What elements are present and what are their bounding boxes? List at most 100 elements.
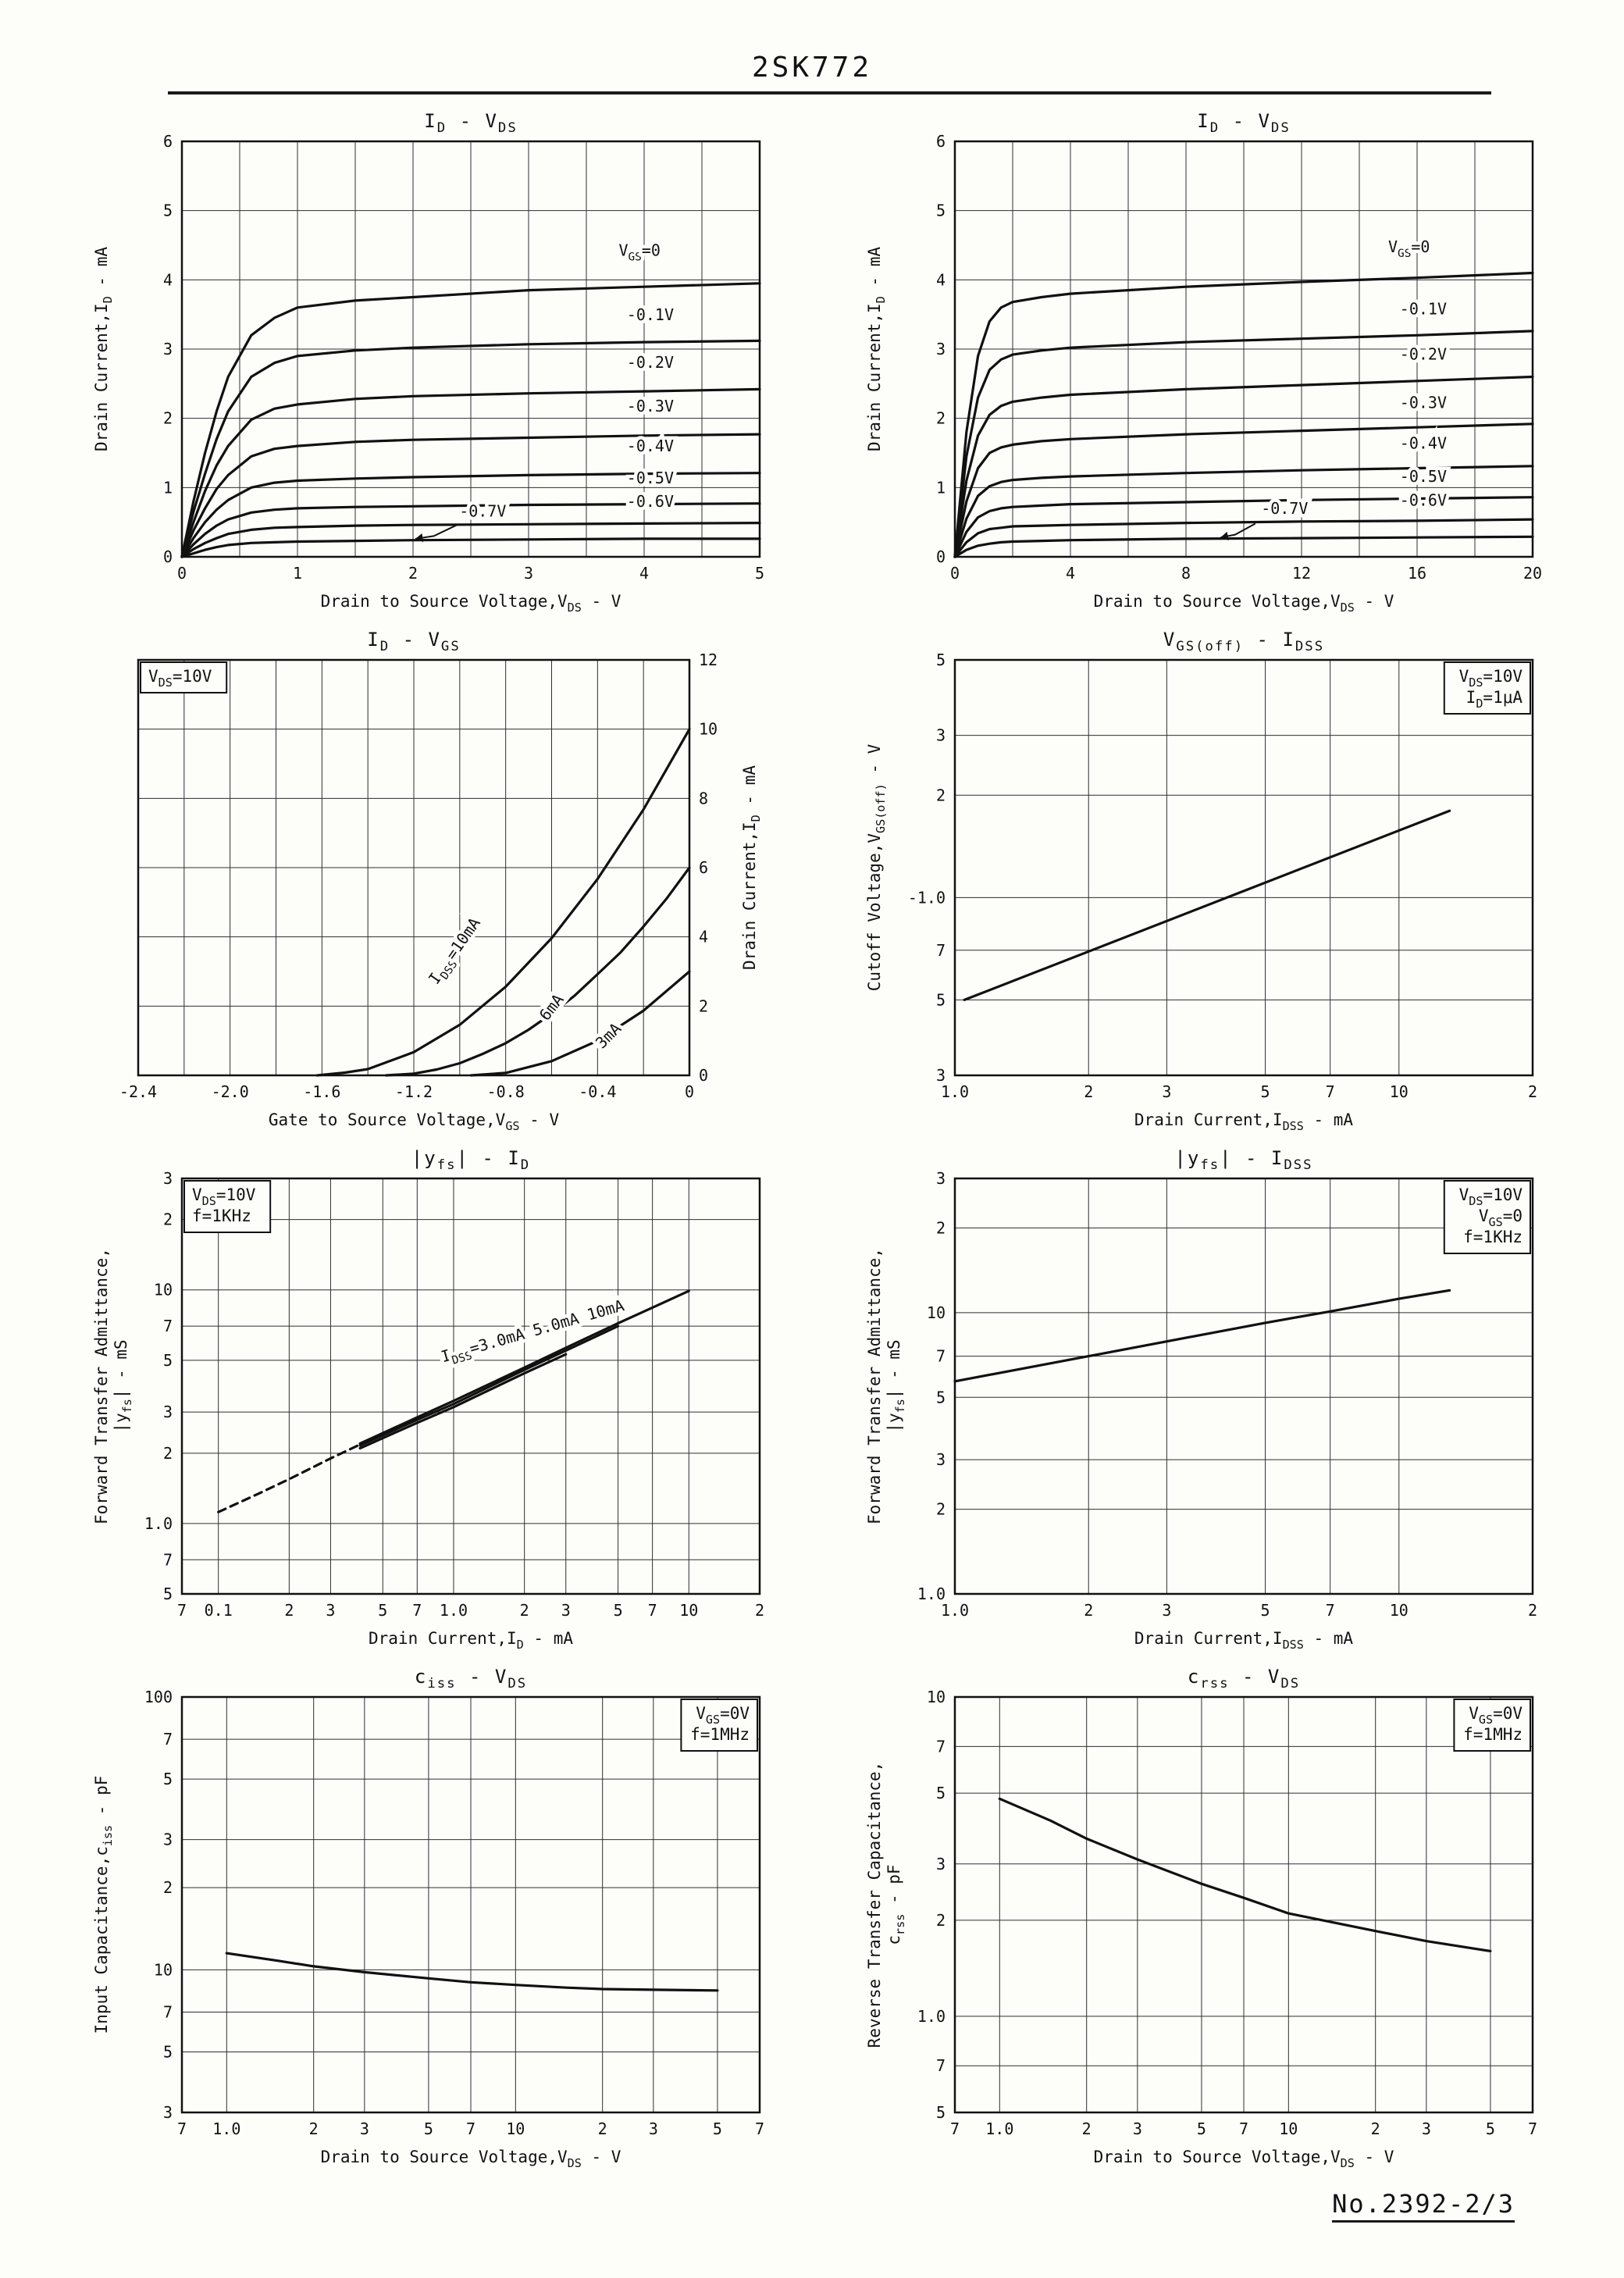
y-tick-label: 5 — [163, 1351, 173, 1370]
annotation-line: VDS=10V — [1459, 667, 1523, 690]
y-tick-label: 7 — [936, 941, 946, 960]
y-tick-label: 7 — [163, 2002, 173, 2021]
curve-IDSS=10mA — [315, 728, 691, 1077]
curve-IDSS=3mA — [469, 970, 691, 1077]
curve-VGS-off- — [963, 809, 1451, 1001]
curve-IDSS=5.0mA — [358, 1324, 620, 1447]
y-tick-label: 7 — [163, 1317, 173, 1335]
charts-grid: 0 1 2 3 4 5 0 1 2 3 4 5 6 ID - VDS Drain to Source Vol… — [0, 94, 1624, 2176]
x-tick-label: 2 — [1082, 2119, 1092, 2138]
y-tick-label: 3 — [163, 1831, 173, 1849]
label-leader-arrowhead — [1220, 531, 1229, 540]
x-tick-label: -1.6 — [303, 1082, 340, 1101]
chart-title: |yfs| - IDSS — [1174, 1147, 1312, 1173]
x-tick-label: 10 — [1390, 1601, 1409, 1620]
annotation-line: f=1MHz — [690, 1725, 750, 1744]
part-number: 2SK772 — [751, 52, 873, 84]
y-tick-label: 2 — [163, 1878, 173, 1897]
y-tick-label: 4 — [163, 270, 173, 289]
x-tick-label: 7 — [648, 1601, 657, 1620]
y-tick-label: 5 — [936, 990, 946, 1009]
y-tick-label: 2 — [936, 1911, 946, 1930]
annotation-line: VDS=10V — [148, 667, 212, 690]
y-tick-label: 2 — [936, 1218, 946, 1237]
x-tick-label: 0 — [177, 564, 187, 583]
x-axis-label: Drain Current,IDSS - mA — [1134, 1110, 1354, 1133]
y-tick-label: 1.0 — [917, 2007, 946, 2026]
x-tick-label: 0 — [950, 564, 960, 583]
annotation-box — [1453, 1699, 1532, 1752]
chart-title: ID - VDS — [1197, 110, 1290, 136]
curve-label: -0.3V — [627, 397, 674, 415]
y-tick-label: 2 — [163, 409, 173, 428]
y-tick-label: 3 — [163, 2103, 173, 2122]
curve-label: -0.6V — [627, 492, 674, 511]
x-tick-label: 1.0 — [941, 1082, 969, 1101]
x-tick-label: 3 — [1133, 2119, 1142, 2138]
plot-frame — [953, 658, 1534, 1077]
annotation-line: f=1MHz — [1463, 1725, 1522, 1744]
y-tick-label: 2 — [163, 1210, 173, 1229]
chart-title: ID - VDS — [424, 110, 517, 136]
y-tick-label: 2 — [163, 1444, 173, 1463]
x-tick-label: 5 — [755, 564, 764, 583]
x-axis-label: Drain to Source Voltage,VDS - V — [321, 2148, 621, 2170]
curve-VGS=-0.1V — [180, 339, 761, 558]
y-tick-label: 3 — [163, 340, 173, 358]
x-tick-label: 2 — [1528, 1601, 1537, 1620]
y-axis-label: Cutoff Voltage,VGS(off) - V — [865, 743, 888, 991]
x-tick-label: -2.0 — [212, 1082, 249, 1101]
y-tick-label: 6 — [163, 132, 173, 151]
header-rule — [168, 91, 1491, 94]
label-leader-arrowhead — [415, 533, 424, 543]
x-tick-label: 4 — [639, 564, 649, 583]
x-tick-label: 1.0 — [212, 2119, 240, 2138]
x-tick-label: 3 — [1422, 2119, 1431, 2138]
annotation-line: VGS=0V — [696, 1704, 750, 1727]
annotation-line: f=1KHz — [192, 1207, 251, 1225]
x-tick-label: 3 — [326, 1601, 335, 1620]
curve-VGS=-0.7V — [180, 537, 761, 558]
annotation-box — [1443, 1180, 1531, 1254]
x-tick-label: 5 — [1261, 1601, 1270, 1620]
y-tick-label: 5 — [936, 2103, 946, 2122]
curve-label: VGS=0 — [618, 241, 660, 263]
chart-title: crss - VDS — [1188, 1666, 1300, 1692]
curve-VGS=-0.2V — [953, 375, 1534, 558]
chart-title: ciss - VDS — [415, 1666, 527, 1692]
x-tick-label: 7 — [950, 2119, 960, 2138]
y-tick-label: 3 — [936, 340, 946, 358]
curve-VGS=-0.4V — [180, 472, 761, 558]
y-tick-label: 5 — [163, 1585, 173, 1603]
chart-vgsoff-idss: 1.0 2 3 5 7 10 2 3 5 7 -1.0 2 3 5 VGS(off) - IDSS Drain… — [865, 629, 1537, 1133]
y-tick-label: 12 — [699, 651, 718, 669]
x-axis-label: Drain Current,IDSS - mA — [1134, 1629, 1354, 1652]
page-footer: No.2392-2/3 — [0, 2176, 1624, 2223]
x-tick-label: -1.2 — [395, 1082, 433, 1101]
x-tick-label: 7 — [1326, 1601, 1335, 1620]
y-tick-label: 100 — [144, 1688, 173, 1706]
annotation-line: VDS=10V — [192, 1185, 256, 1208]
curve-label: IDSS=10mA — [425, 914, 487, 989]
curve-ciss — [225, 1952, 719, 1992]
chart-cell-yfs-id: 7 0.1 2 3 5 7 1.0 2 3 5 7 10 2 5 7 1.0 2 3 5 7 10 2 3 |yfs| - I… — [90, 1143, 792, 1658]
curve-label: -0.3V — [1400, 393, 1447, 412]
x-tick-label: 10 — [1279, 2119, 1298, 2138]
y-tick-label: 1.0 — [917, 1585, 946, 1603]
y-tick-label: 5 — [936, 651, 946, 669]
x-tick-label: 5 — [424, 2119, 433, 2138]
y-tick-label: 3 — [936, 1169, 946, 1188]
y-tick-label: -1.0 — [908, 888, 946, 907]
y-tick-label: 2 — [936, 409, 946, 428]
curve-label: -0.5V — [1400, 467, 1447, 486]
y-tick-label: 1 — [936, 478, 946, 497]
y-tick-label: 1 — [163, 478, 173, 497]
y-tick-label: 4 — [699, 928, 708, 946]
x-tick-label: 3 — [649, 2119, 658, 2138]
plot-frame — [180, 1177, 761, 1595]
y-tick-label: 7 — [936, 2056, 946, 2075]
chart-id-vgs: -2.4 -2.0 -1.6 -1.2 -0.8 -0.4 00 2 4 6 8 10 12 ID - V… — [119, 629, 763, 1133]
